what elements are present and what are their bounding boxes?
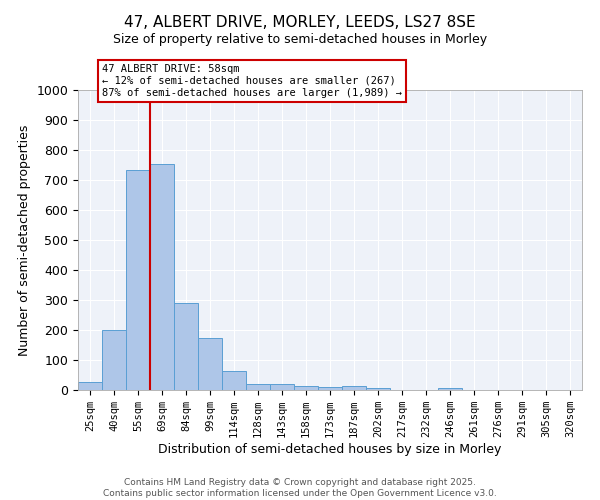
Bar <box>150 164 174 390</box>
Bar <box>78 382 102 390</box>
Bar <box>438 388 462 390</box>
Bar <box>126 170 150 390</box>
Text: 47 ALBERT DRIVE: 58sqm
← 12% of semi-detached houses are smaller (267)
87% of se: 47 ALBERT DRIVE: 58sqm ← 12% of semi-det… <box>102 64 402 98</box>
Text: Contains HM Land Registry data © Crown copyright and database right 2025.
Contai: Contains HM Land Registry data © Crown c… <box>103 478 497 498</box>
Y-axis label: Number of semi-detached properties: Number of semi-detached properties <box>18 124 31 356</box>
Bar <box>318 387 342 390</box>
Bar <box>102 330 126 390</box>
Bar <box>270 384 294 390</box>
Bar <box>366 388 390 390</box>
Text: 47, ALBERT DRIVE, MORLEY, LEEDS, LS27 8SE: 47, ALBERT DRIVE, MORLEY, LEEDS, LS27 8S… <box>124 15 476 30</box>
Bar <box>174 303 198 390</box>
Bar <box>294 386 318 390</box>
Text: Size of property relative to semi-detached houses in Morley: Size of property relative to semi-detach… <box>113 32 487 46</box>
Bar <box>246 384 270 390</box>
Bar <box>198 338 222 390</box>
Bar <box>342 386 366 390</box>
Bar <box>222 370 246 390</box>
X-axis label: Distribution of semi-detached houses by size in Morley: Distribution of semi-detached houses by … <box>158 443 502 456</box>
